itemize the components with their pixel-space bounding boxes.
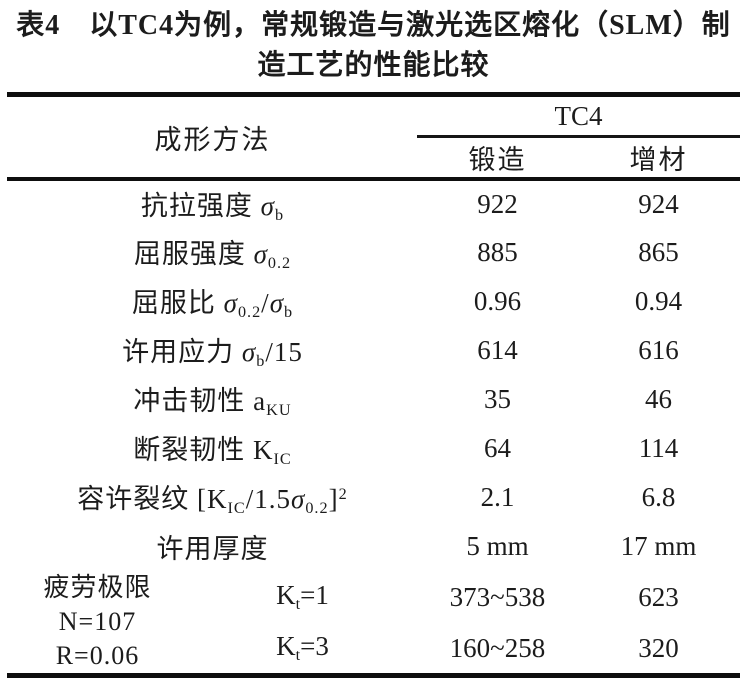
formula-part: b <box>274 206 285 225</box>
formula-part: σ <box>253 238 268 269</box>
property-label: 许用厚度 <box>7 522 417 571</box>
formula-part: σ <box>241 336 257 367</box>
formula-part: 0.2 <box>305 499 329 518</box>
formula-part: σ <box>269 287 285 318</box>
fatigue-row: Kt=3 160~258 320 <box>7 623 739 675</box>
table-row: 断裂韧性 KIC 64 114 <box>7 424 739 473</box>
forged-value: 885 <box>477 237 518 267</box>
formula-part: 0.2 <box>237 303 262 322</box>
table-row: 抗拉强度 σb 922 924 <box>7 179 739 228</box>
fatigue-row: 疲劳极限 N=107 R=0.06 Kt=1 373~538 623 <box>7 571 739 670</box>
property-label: 许用应力 σb/15 <box>7 326 417 375</box>
formula-part: /1.5 <box>245 483 291 514</box>
formula-part: 0.2 <box>267 254 292 273</box>
formula-part: 屈服强度 <box>133 238 254 269</box>
fatigue-group-line: 疲劳极限 <box>43 573 152 602</box>
table-row: 许用厚度 5 mm 17 mm <box>7 522 739 571</box>
property-label: 冲击韧性 aKU <box>7 375 417 424</box>
additive-value: 616 <box>638 335 679 365</box>
formula-part: 2 <box>338 485 348 503</box>
table-body: 抗拉强度 σb 922 924 屈服强度 σ0.2 885 865 屈服比 σ0.2/σb 0… <box>7 179 739 676</box>
caption-line-1: 表4 以TC4为例，常规锻造与激光选区熔化（SLM）制 <box>16 10 731 41</box>
table-header: 成形方法 TC4 锻造 增材 <box>7 94 740 181</box>
forged-value: 373~538 <box>449 581 546 612</box>
additive-value: 46 <box>644 384 672 414</box>
forged-value: 2.1 <box>480 482 515 512</box>
forged-value: 614 <box>477 335 518 365</box>
fatigue-group-line: R=0.06 <box>55 641 140 670</box>
header-row-2: 锻造 增材 <box>7 136 740 181</box>
table-row: 屈服强度 σ0.2 885 865 <box>7 228 739 277</box>
formula-part: 屈服比 <box>131 287 224 318</box>
formula-part: σ <box>291 483 306 514</box>
property-label: 屈服比 σ0.2/σb <box>7 277 417 326</box>
fatigue-group-line: N=107 <box>58 607 137 636</box>
formula-part: 断裂韧性 K <box>133 434 274 465</box>
header-forged: 锻造 <box>417 136 578 181</box>
additive-value: 320 <box>638 632 679 663</box>
forged-value: 922 <box>477 189 518 219</box>
forged-value: 160~258 <box>449 632 546 663</box>
formula-part: σ <box>260 190 275 221</box>
formula-part: t <box>295 595 301 614</box>
additive-value: 0.94 <box>634 286 683 316</box>
formula-part: =1 <box>300 580 329 611</box>
forged-value: 64 <box>483 433 511 463</box>
formula-part: σ <box>223 287 238 318</box>
header-row-1: 成形方法 TC4 <box>7 94 740 181</box>
formula-part: IC <box>273 450 292 469</box>
forged-value: 5 mm <box>466 531 529 561</box>
formula-part: 许用厚度 <box>156 534 269 564</box>
formula-part: t <box>295 646 301 665</box>
table-caption: 表4 以TC4为例，常规锻造与激光选区熔化（SLM）制 造工艺的性能比较 <box>0 6 747 86</box>
table-row: 冲击韧性 aKU 35 46 <box>7 375 739 424</box>
formula-part: K <box>276 631 296 662</box>
forged-value: 35 <box>483 384 511 414</box>
fatigue-group-label: 疲劳极限 N=107 R=0.06 <box>7 571 187 676</box>
header-forming-method: 成形方法 <box>7 94 418 181</box>
formula-part: 容许裂纹 [K <box>77 483 228 514</box>
properties-table: 成形方法 TC4 锻造 增材 抗拉强度 σb 922 924 屈服强度 σ0.2 885… <box>7 92 740 678</box>
formula-part: /15 <box>265 336 303 367</box>
header-additive: 增材 <box>577 136 740 181</box>
formula-part: / <box>261 287 270 318</box>
forged-value: 0.96 <box>473 286 522 316</box>
property-label: 抗拉强度 σb <box>7 179 417 228</box>
formula-part: KU <box>266 401 292 420</box>
formula-part: b <box>284 303 294 322</box>
caption-line-2: 造工艺的性能比较 <box>257 50 490 81</box>
property-label: 断裂韧性 KIC <box>7 424 417 473</box>
formula-part: 许用应力 <box>122 336 242 367</box>
additive-value: 17 mm <box>620 531 697 561</box>
formula-part: ] <box>328 483 339 514</box>
additive-value: 924 <box>638 189 679 219</box>
formula-part: IC <box>227 499 246 518</box>
table-row: 屈服比 σ0.2/σb 0.96 0.94 <box>7 277 739 326</box>
additive-value: 6.8 <box>641 482 676 512</box>
table-row: 容许裂纹 [KIC/1.5σ0.2]2 2.1 6.8 <box>7 473 739 522</box>
formula-part: K <box>276 580 296 611</box>
formula-part: =3 <box>300 631 329 662</box>
property-label: 容许裂纹 [KIC/1.5σ0.2]2 <box>7 473 417 522</box>
formula-part: b <box>256 352 266 371</box>
header-tc4: TC4 <box>417 94 740 138</box>
kt-label: Kt=1 <box>187 571 417 623</box>
formula-part: 冲击韧性 a <box>133 385 267 416</box>
property-label: 屈服强度 σ0.2 <box>7 228 417 277</box>
formula-part: 抗拉强度 <box>140 190 261 221</box>
additive-value: 114 <box>638 433 679 463</box>
additive-value: 865 <box>638 237 679 267</box>
kt-label: Kt=3 <box>187 623 417 675</box>
table-row: 许用应力 σb/15 614 616 <box>7 326 739 375</box>
additive-value: 623 <box>638 581 679 612</box>
